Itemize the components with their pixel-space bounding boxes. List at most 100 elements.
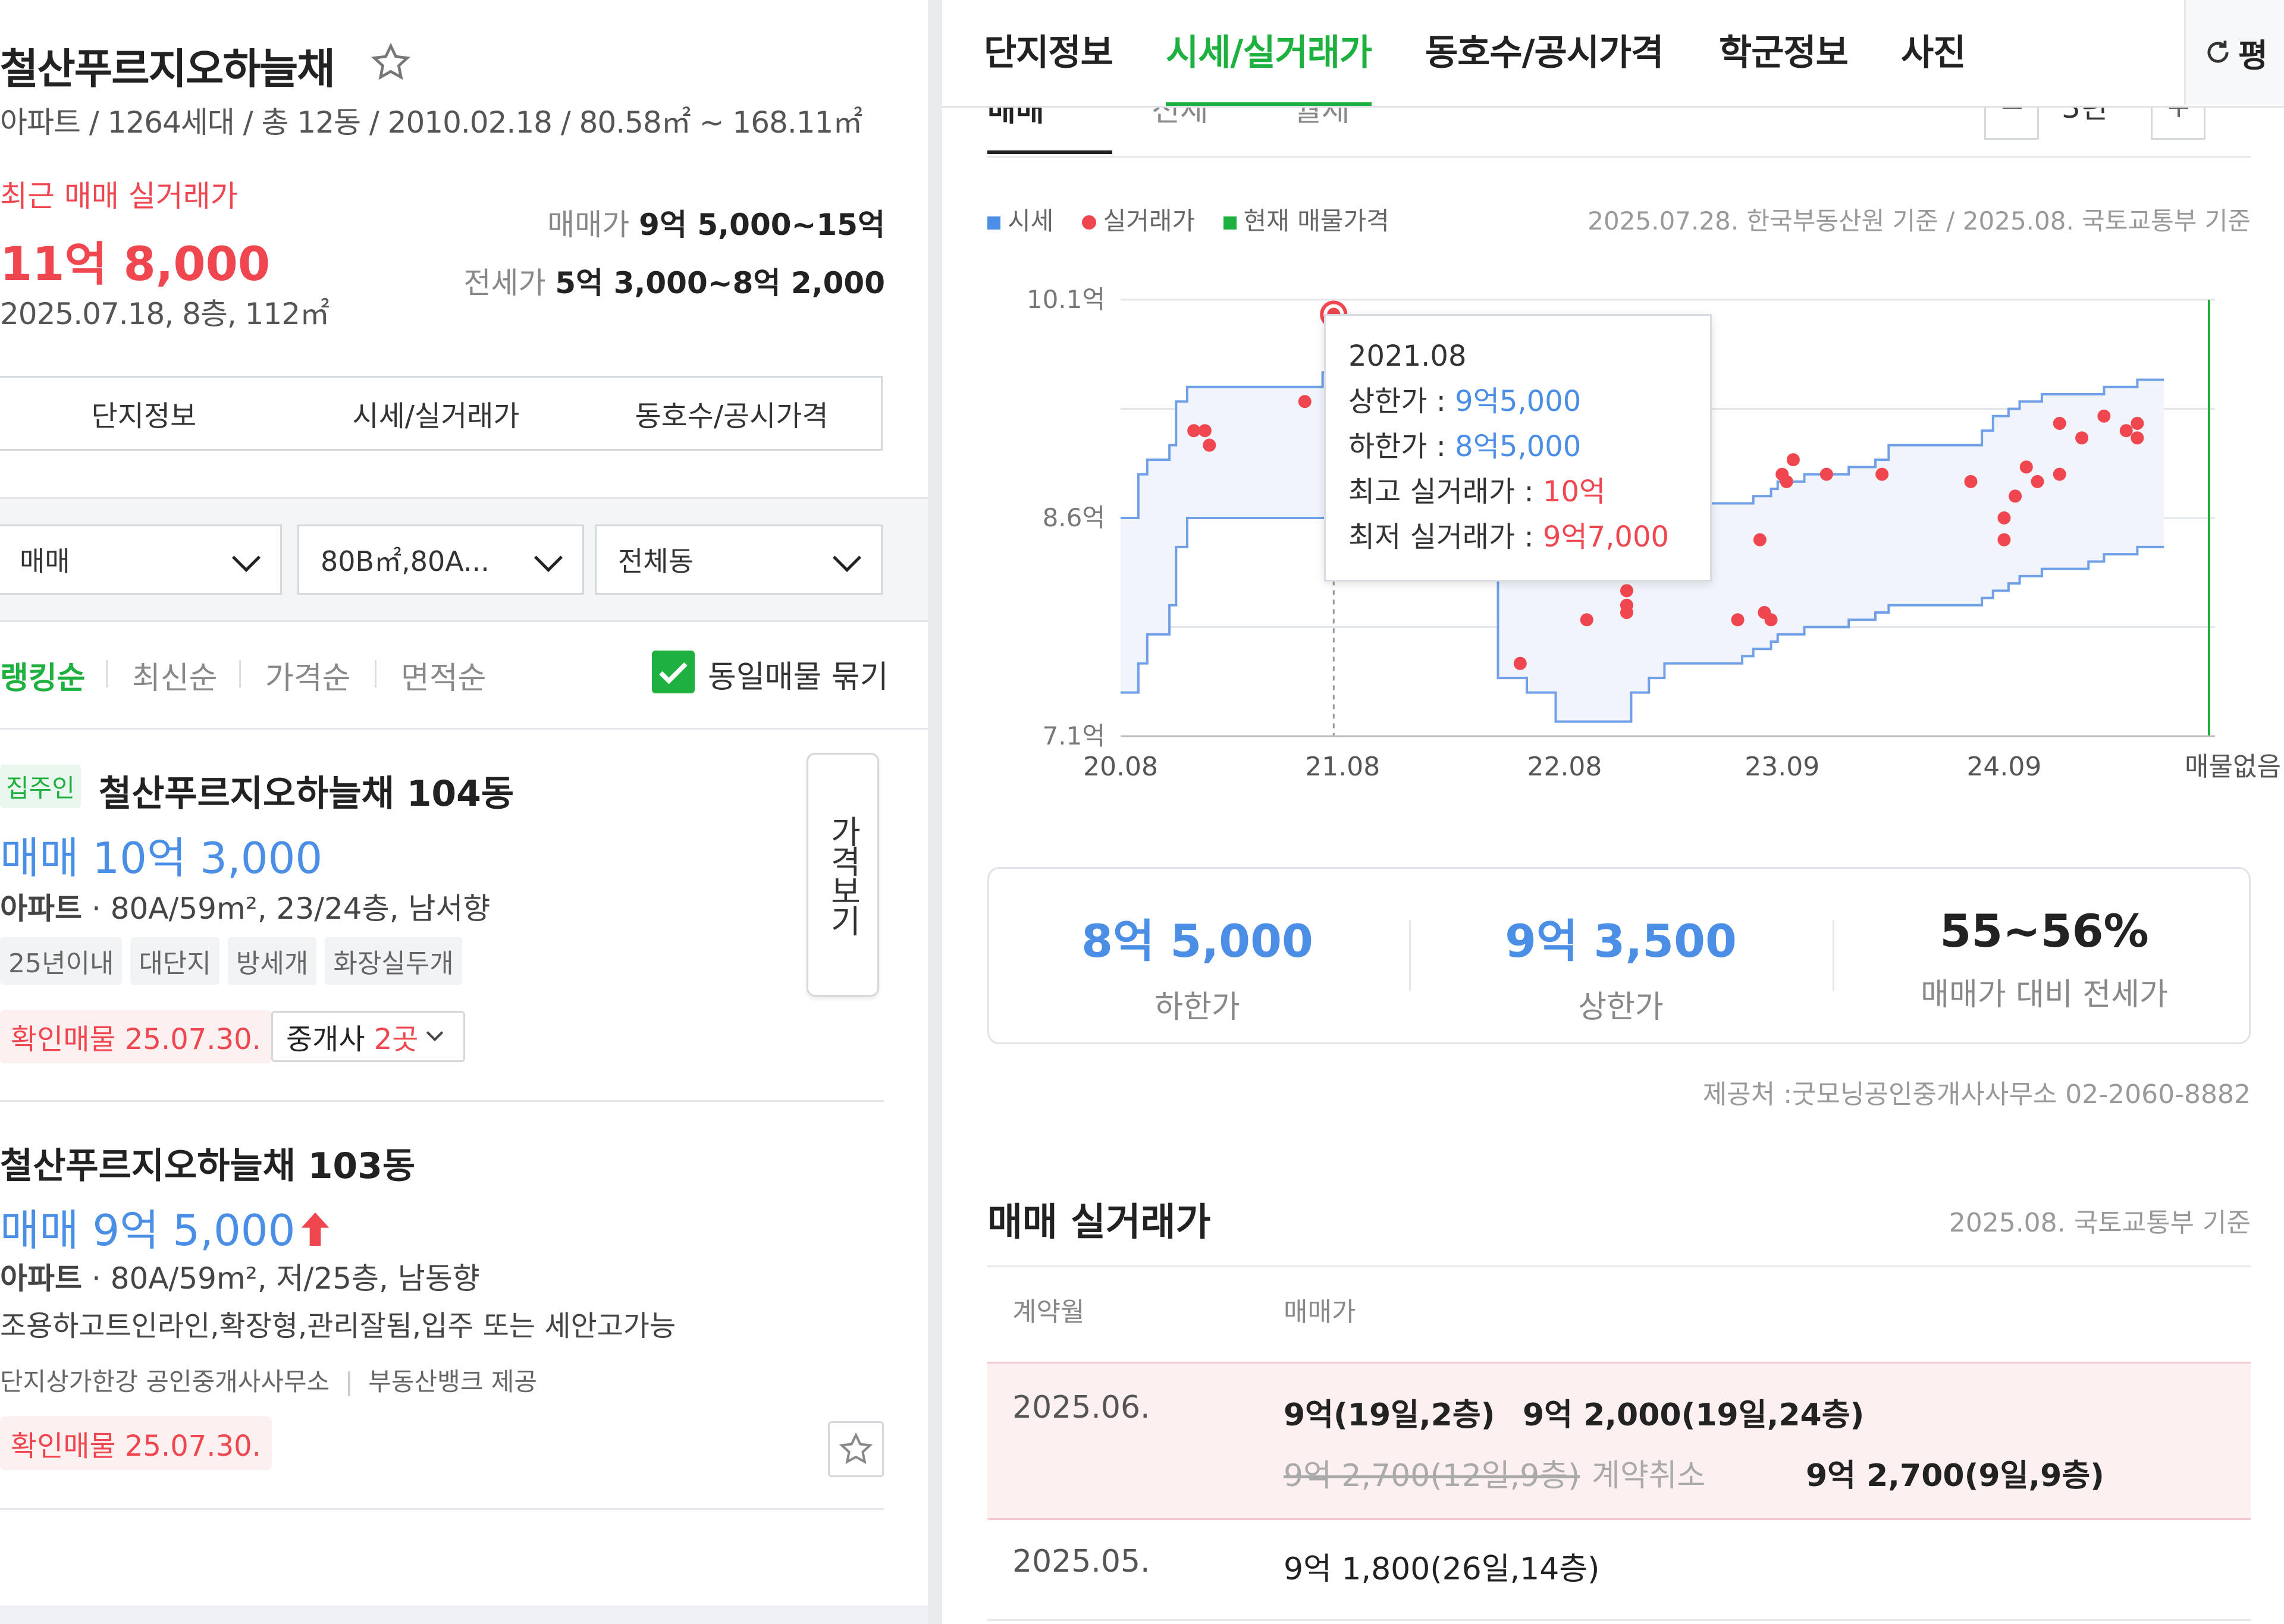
listing-spec-detail: 80A/59m², 저/25층, 남동향 — [110, 1261, 480, 1296]
jeonse-range-label: 전세가 — [463, 266, 546, 300]
tooltip-max: 최고 실거래가 : 10억 — [1348, 469, 1687, 514]
summary-upper-label: 상한가 — [1578, 990, 1664, 1025]
tab-school[interactable]: 학군정보 — [1719, 32, 1849, 74]
panel-divider[interactable] — [928, 0, 942, 1624]
listing-description: 조용하고트인라인,확장형,관리잘됨,입주 또는 세안고가능 — [0, 1309, 676, 1343]
dong-select[interactable]: 전체동 — [595, 524, 883, 595]
listing-title: 철산푸르지오하늘채 104동 — [99, 773, 514, 815]
provider-name: 부동산뱅크 제공 — [368, 1367, 538, 1396]
x-tick-label: 22.08 — [1527, 752, 1602, 782]
legend-listing: 현재 매물가격 — [1243, 206, 1389, 235]
period-value: 3년 — [2062, 108, 2108, 125]
sort-price[interactable]: 가격순 — [265, 661, 351, 696]
trade-point — [2019, 460, 2033, 474]
sale-range-label: 매매가 — [547, 208, 630, 242]
trade-point — [2031, 475, 2044, 488]
summary-lower-label: 하한가 — [1154, 990, 1240, 1025]
sort-area[interactable]: 면적순 — [401, 661, 487, 696]
price-view-button[interactable]: 가격보기 — [807, 753, 879, 997]
trade-point — [1786, 453, 1800, 467]
tab-unit-price[interactable]: 동호수/공시가격 — [1425, 32, 1664, 74]
tab-bar-border — [942, 106, 2284, 108]
sort-latest[interactable]: 최신순 — [132, 661, 218, 696]
trade-point — [2097, 409, 2111, 423]
favorite-star-icon[interactable] — [370, 42, 412, 83]
group-label: 동일매물 묶기 — [708, 659, 889, 695]
agent-count: 2곳 — [374, 1023, 419, 1056]
tooltip-upper-label: 상한가 : — [1348, 385, 1455, 418]
listing-item[interactable]: 철산푸르지오하늘채 103동 매매 9억 5,000 아파트 · 80A/59m… — [0, 1130, 884, 1487]
tooltip-lower-label: 하한가 : — [1348, 430, 1455, 463]
trade-point — [1819, 467, 1833, 481]
tab-price[interactable]: 시세/실거래가 — [1166, 32, 1372, 74]
col-price: 매매가 — [1284, 1297, 1356, 1327]
x-tick-label: 매물없음 — [2185, 752, 2281, 782]
trade-point — [2053, 467, 2066, 481]
recent-trade-label: 최근 매매 실거래가 — [0, 179, 238, 213]
trade-type-select[interactable]: 매매 — [0, 524, 282, 595]
table-row[interactable]: 2025.06. 9억(19일,2층) 9억 2,000(19일,24층) 9억… — [987, 1362, 2251, 1520]
minus-icon — [2003, 108, 2022, 109]
summary-ratio: 55~56% 매매가 대비 전세가 — [1836, 904, 2252, 1014]
agent-prefix: 중개사 — [286, 1023, 365, 1056]
listing-tag: 화장실두개 — [325, 937, 462, 985]
legend-trade: 실거래가 — [1103, 206, 1196, 235]
trade-point — [2131, 431, 2144, 445]
trade-point — [1780, 475, 1793, 488]
price-view-label: 가격보기 — [824, 815, 862, 934]
left-tab-complex-info[interactable]: 단지정보 — [0, 376, 291, 451]
trade-price: 9억 2,000(19일,24층) — [1523, 1397, 1865, 1433]
left-tab-unit-price[interactable]: 동호수/공시가격 — [582, 376, 883, 451]
trade-type-value: 매매 — [20, 545, 70, 577]
listing-spec: 아파트 · 80A/59m², 저/25층, 남동향 — [0, 1261, 480, 1296]
tab-complex-info[interactable]: 단지정보 — [984, 32, 1113, 74]
area-select[interactable]: 80B㎡,80A... — [297, 524, 584, 595]
listing-item[interactable]: 집주인 철산푸르지오하늘채 104동 매매 10억 3,000 아파트 · 80… — [0, 754, 868, 1087]
chart-tooltip: 2021.08 상한가 : 9억5,000 하한가 : 8억5,000 최고 실… — [1324, 314, 1712, 582]
favorite-button[interactable] — [828, 1421, 884, 1477]
listing-panel: 철산푸르지오하늘채 아파트 / 1264세대 / 총 12동 / 2010.02… — [0, 0, 928, 1624]
area-value: 80B㎡,80A... — [321, 545, 490, 577]
period-plus-button[interactable] — [2151, 108, 2205, 140]
x-tick-label: 21.08 — [1305, 752, 1380, 782]
trade-price: 9억(19일,2층) — [1284, 1397, 1495, 1433]
trade-point — [1753, 533, 1767, 546]
listing-spec: 아파트 · 80A/59m², 23/24층, 남서향 — [0, 891, 491, 926]
summary-lower-value: 8억 5,000 — [1081, 915, 1313, 968]
subtab-monthly[interactable]: 월세 — [1293, 108, 1350, 128]
trade-point — [2009, 489, 2022, 503]
subtab-jeonse[interactable]: 전세 — [1152, 108, 1209, 128]
listing-agency: 단지상가한강 공인중개사사무소 | 부동산뱅크 제공 — [0, 1362, 537, 1398]
chevron-down-icon — [832, 543, 862, 573]
summary-divider — [1409, 920, 1411, 991]
y-tick-label: 7.1억 — [1043, 721, 1105, 750]
provider-note: 제공처 :굿모닝공인중개사사무소 02-2060-8882 — [1702, 1079, 2251, 1110]
trade-point — [1298, 395, 1312, 409]
active-tab-indicator — [1166, 102, 1372, 107]
agent-dropdown[interactable]: 중개사 2곳 — [271, 1011, 465, 1062]
apartment-info: 아파트 / 1264세대 / 총 12동 / 2010.02.18 / 80.5… — [0, 105, 862, 140]
sort-ranking[interactable]: 랭킹순 — [0, 661, 86, 696]
sort-divider — [106, 660, 108, 687]
trade-point — [1997, 511, 2011, 524]
col-month: 계약월 — [1012, 1297, 1085, 1327]
summary-upper: 9억 3,500 상한가 — [1413, 904, 1829, 1026]
trade-point — [1203, 438, 1216, 452]
tab-photo[interactable]: 사진 — [1901, 32, 1966, 74]
divider — [0, 1508, 884, 1510]
subtab-sale[interactable]: 매매 — [987, 108, 1044, 128]
period-minus-button[interactable] — [1984, 108, 2039, 140]
chevron-down-icon — [426, 1024, 444, 1042]
table-row[interactable]: 2025.05. 9억 1,800(26일,14층) — [987, 1520, 2251, 1621]
bottom-bar — [0, 1606, 928, 1624]
trade-month: 2025.06. — [1012, 1390, 1150, 1425]
tooltip-lower-value: 8억5,000 — [1455, 430, 1582, 463]
trade-point — [1580, 613, 1593, 627]
sale-range-value: 9억 5,000~15억 — [639, 208, 885, 242]
trade-price-cancelled: 9억 2,700(12일,9층) — [1284, 1458, 1580, 1494]
trade-point — [2131, 416, 2144, 430]
refresh-button[interactable]: 평 — [2184, 0, 2284, 105]
left-tab-price[interactable]: 시세/실거래가 — [290, 376, 584, 451]
trade-point — [1964, 475, 1978, 488]
group-checkbox[interactable] — [652, 651, 695, 693]
